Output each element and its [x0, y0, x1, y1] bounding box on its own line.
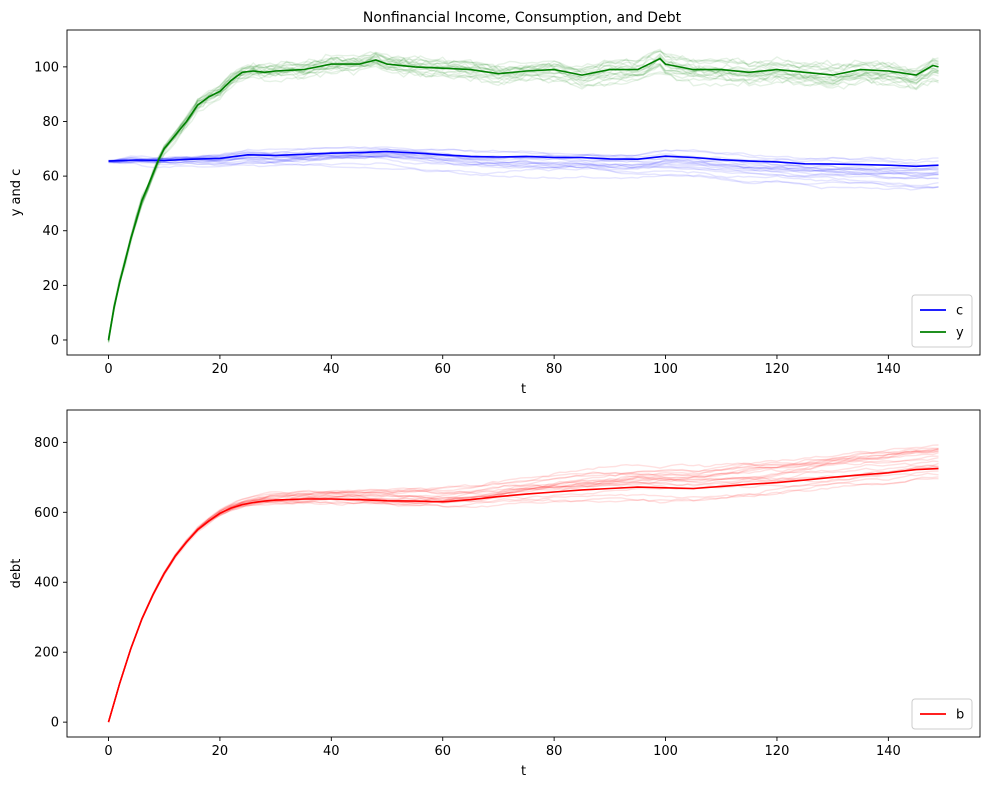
simulation-path: [108, 154, 939, 180]
simulation-path: [107, 61, 939, 342]
y-tick-label: 200: [34, 646, 59, 661]
legend-label: y: [956, 326, 964, 341]
series-line-y: [107, 57, 939, 341]
simulation-path: [108, 153, 939, 177]
simulation-path: [107, 450, 939, 723]
y-tick-label: 600: [34, 506, 59, 521]
series-lines-bottom: [107, 467, 939, 723]
x-tick-label: 80: [546, 744, 563, 759]
plot-frame-bottom: [66, 409, 981, 738]
simulation-path: [108, 148, 939, 171]
simulation-path: [107, 476, 939, 723]
simulation-path: [107, 56, 939, 342]
simulation-path: [108, 159, 939, 191]
simulation-path: [108, 150, 939, 175]
simulation-path: [107, 455, 939, 723]
simulation-path: [107, 62, 939, 339]
simulation-path: [108, 154, 939, 178]
simulation-path: [108, 150, 939, 187]
x-tick-label: 0: [104, 362, 112, 377]
y-tick-label: 60: [42, 170, 59, 185]
y-tick-label: 0: [51, 716, 59, 731]
y-tick-label: 20: [42, 279, 59, 294]
simulation-path: [108, 159, 939, 180]
x-tick-label: 120: [765, 744, 790, 759]
simulation-path: [107, 466, 939, 723]
simulation-path: [107, 478, 939, 723]
simulation-path: [107, 56, 939, 340]
legend-box: [911, 294, 973, 348]
series-line-c: [108, 150, 939, 168]
simulation-path: [107, 62, 939, 344]
simulation-path: [107, 51, 939, 340]
series-line-b: [107, 467, 939, 723]
simulation-path: [108, 150, 939, 166]
simulation-path: [107, 60, 939, 340]
y-ticks-top: 0 20 40 60 80 100: [34, 60, 67, 348]
simulation-path: [107, 457, 939, 723]
y-axis-label-top: y and c: [9, 169, 24, 217]
simulation-path: [108, 154, 939, 189]
x-axis-label-top: t: [521, 382, 526, 397]
x-tick-label: 60: [434, 362, 451, 377]
x-tick-label: 140: [876, 362, 901, 377]
y-tick-label: 800: [34, 436, 59, 451]
y-tick-label: 80: [42, 115, 59, 130]
x-ticks-bottom: 0 20 40 60 80 100 120 140: [104, 737, 901, 759]
x-ticks-top: 0 20 40 60 80 100 120 140: [104, 355, 901, 377]
series-lines-top: [107, 57, 939, 341]
x-tick-label: 40: [323, 362, 340, 377]
simulation-path: [107, 462, 939, 723]
x-tick-label: 40: [323, 744, 340, 759]
simulation-path: [107, 472, 939, 723]
income-consumption-axes: Nonfinancial Income, Consumption, and De…: [9, 10, 981, 397]
legend-label: c: [956, 304, 963, 319]
simulation-path: [108, 155, 939, 171]
x-tick-label: 100: [653, 744, 678, 759]
simulation-path: [108, 155, 939, 189]
simulation-path: [107, 448, 939, 723]
x-tick-label: 120: [765, 362, 790, 377]
x-tick-label: 100: [653, 362, 678, 377]
x-tick-label: 80: [546, 362, 563, 377]
simulation-path: [108, 154, 939, 180]
simulation-path: [107, 464, 939, 723]
y-axis-label-bottom: debt: [9, 559, 24, 589]
legend-bottom: b: [911, 698, 973, 730]
simulation-path: [107, 450, 939, 723]
y-ticks-bottom: 0 200 400 600 800: [34, 436, 67, 731]
y-tick-label: 400: [34, 576, 59, 591]
x-axis-label-bottom: t: [521, 764, 526, 779]
chart-title: Nonfinancial Income, Consumption, and De…: [363, 10, 682, 26]
legend-top: cy: [911, 294, 973, 348]
x-tick-label: 20: [212, 744, 229, 759]
simulation-path: [107, 50, 939, 340]
simulation-path: [108, 148, 939, 173]
plot-frame-top: [66, 29, 981, 356]
x-tick-label: 0: [104, 744, 112, 759]
legend-label: b: [956, 708, 964, 723]
y-tick-label: 40: [42, 224, 59, 239]
simulation-path: [107, 449, 939, 723]
simulation-path: [107, 49, 939, 340]
y-tick-label: 100: [34, 60, 59, 75]
simulation-path: [107, 48, 939, 339]
x-tick-label: 20: [212, 362, 229, 377]
simulation-path: [108, 146, 939, 171]
x-tick-label: 140: [876, 744, 901, 759]
simulation-path: [107, 55, 939, 343]
x-tick-label: 60: [434, 744, 451, 759]
simulation-path: [107, 447, 939, 723]
simulation-path: [107, 52, 939, 341]
simulation-path: [108, 153, 939, 177]
y-tick-label: 0: [51, 333, 59, 348]
simulation-path: [107, 51, 939, 343]
